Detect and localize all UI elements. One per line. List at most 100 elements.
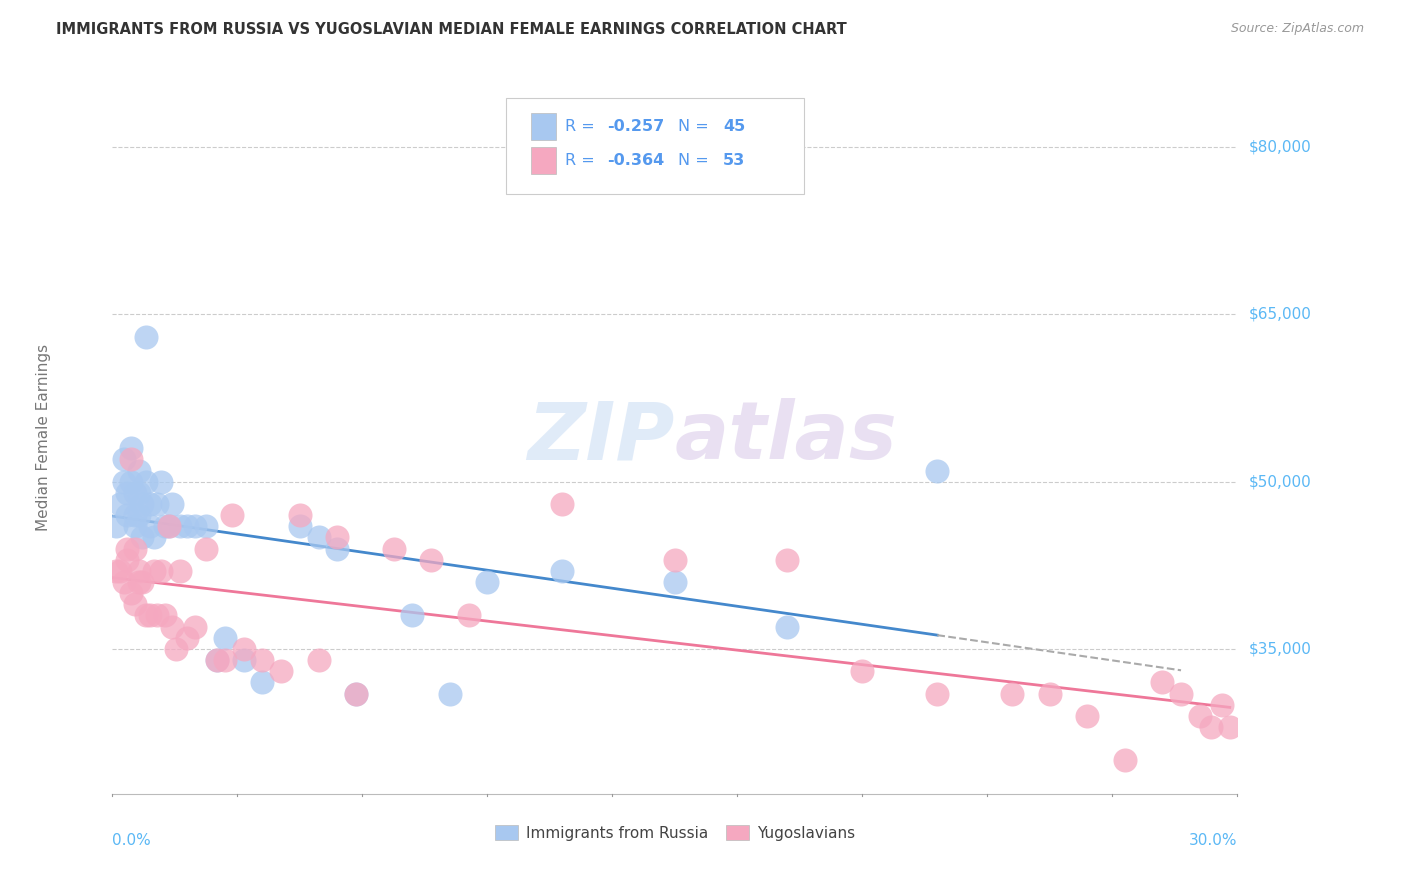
Point	[308, 530, 330, 544]
Legend: Immigrants from Russia, Yugoslavians: Immigrants from Russia, Yugoslavians	[489, 819, 860, 847]
Point	[927, 464, 949, 478]
Point	[139, 608, 162, 623]
Point	[146, 608, 169, 623]
Point	[664, 574, 686, 589]
Point	[1219, 720, 1241, 734]
Point	[326, 541, 349, 556]
Text: 0.0%: 0.0%	[112, 833, 152, 847]
FancyBboxPatch shape	[531, 147, 555, 175]
Point	[112, 452, 135, 467]
Point	[142, 530, 165, 544]
Point	[176, 519, 198, 533]
Text: R =: R =	[565, 120, 599, 134]
Text: 53: 53	[723, 153, 745, 169]
Point	[169, 564, 191, 578]
Point	[288, 508, 311, 523]
Point	[184, 519, 207, 533]
Point	[153, 519, 176, 533]
Point	[207, 653, 229, 667]
Point	[162, 619, 184, 633]
Point	[108, 564, 131, 578]
Text: Median Female Earnings: Median Female Earnings	[35, 343, 51, 531]
Point	[135, 330, 157, 344]
Point	[207, 653, 229, 667]
Text: $50,000: $50,000	[1249, 475, 1312, 489]
Point	[1152, 675, 1174, 690]
Point	[112, 574, 135, 589]
Point	[1211, 698, 1233, 712]
Point	[135, 475, 157, 489]
Point	[153, 608, 176, 623]
Text: atlas: atlas	[675, 398, 897, 476]
Text: Source: ZipAtlas.com: Source: ZipAtlas.com	[1230, 22, 1364, 36]
Point	[776, 619, 799, 633]
Point	[105, 519, 128, 533]
Point	[1188, 708, 1211, 723]
Text: ZIP: ZIP	[527, 398, 675, 476]
Point	[135, 608, 157, 623]
Point	[124, 541, 146, 556]
Point	[165, 642, 187, 657]
Text: N =: N =	[678, 153, 714, 169]
Point	[184, 619, 207, 633]
Text: N =: N =	[678, 120, 714, 134]
Point	[232, 642, 254, 657]
Point	[131, 497, 153, 511]
Point	[142, 564, 165, 578]
Point	[1001, 687, 1024, 701]
Point	[1170, 687, 1192, 701]
Point	[195, 519, 218, 533]
Point	[344, 687, 367, 701]
Point	[131, 530, 153, 544]
Point	[457, 608, 479, 623]
Point	[1076, 708, 1098, 723]
Point	[128, 574, 150, 589]
Point	[232, 653, 254, 667]
Point	[120, 475, 142, 489]
FancyBboxPatch shape	[531, 113, 555, 140]
Point	[927, 687, 949, 701]
Point	[131, 574, 153, 589]
Point	[128, 508, 150, 523]
Point	[112, 475, 135, 489]
Point	[1114, 753, 1136, 767]
Point	[117, 485, 139, 500]
Text: 30.0%: 30.0%	[1189, 833, 1237, 847]
Point	[195, 541, 218, 556]
Point	[162, 497, 184, 511]
Point	[120, 586, 142, 600]
Point	[214, 653, 236, 667]
Text: 45: 45	[723, 120, 745, 134]
Point	[124, 485, 146, 500]
Point	[150, 564, 173, 578]
Text: IMMIGRANTS FROM RUSSIA VS YUGOSLAVIAN MEDIAN FEMALE EARNINGS CORRELATION CHART: IMMIGRANTS FROM RUSSIA VS YUGOSLAVIAN ME…	[56, 22, 846, 37]
Point	[169, 519, 191, 533]
Point	[439, 687, 461, 701]
Point	[128, 485, 150, 500]
Text: $80,000: $80,000	[1249, 140, 1312, 154]
Point	[120, 441, 142, 455]
Point	[252, 653, 274, 667]
Point	[270, 664, 292, 679]
Point	[128, 564, 150, 578]
Point	[150, 475, 173, 489]
Point	[139, 519, 162, 533]
Point	[128, 464, 150, 478]
Point	[326, 530, 349, 544]
Point	[420, 552, 443, 567]
Point	[851, 664, 873, 679]
Point	[401, 608, 423, 623]
Point	[117, 541, 139, 556]
Point	[221, 508, 243, 523]
Point	[139, 497, 162, 511]
Point	[157, 519, 180, 533]
Point	[105, 564, 128, 578]
Point	[252, 675, 274, 690]
Text: -0.257: -0.257	[607, 120, 665, 134]
Point	[776, 552, 799, 567]
Point	[117, 552, 139, 567]
Point	[120, 452, 142, 467]
Text: R =: R =	[565, 153, 599, 169]
Point	[176, 631, 198, 645]
Point	[146, 497, 169, 511]
